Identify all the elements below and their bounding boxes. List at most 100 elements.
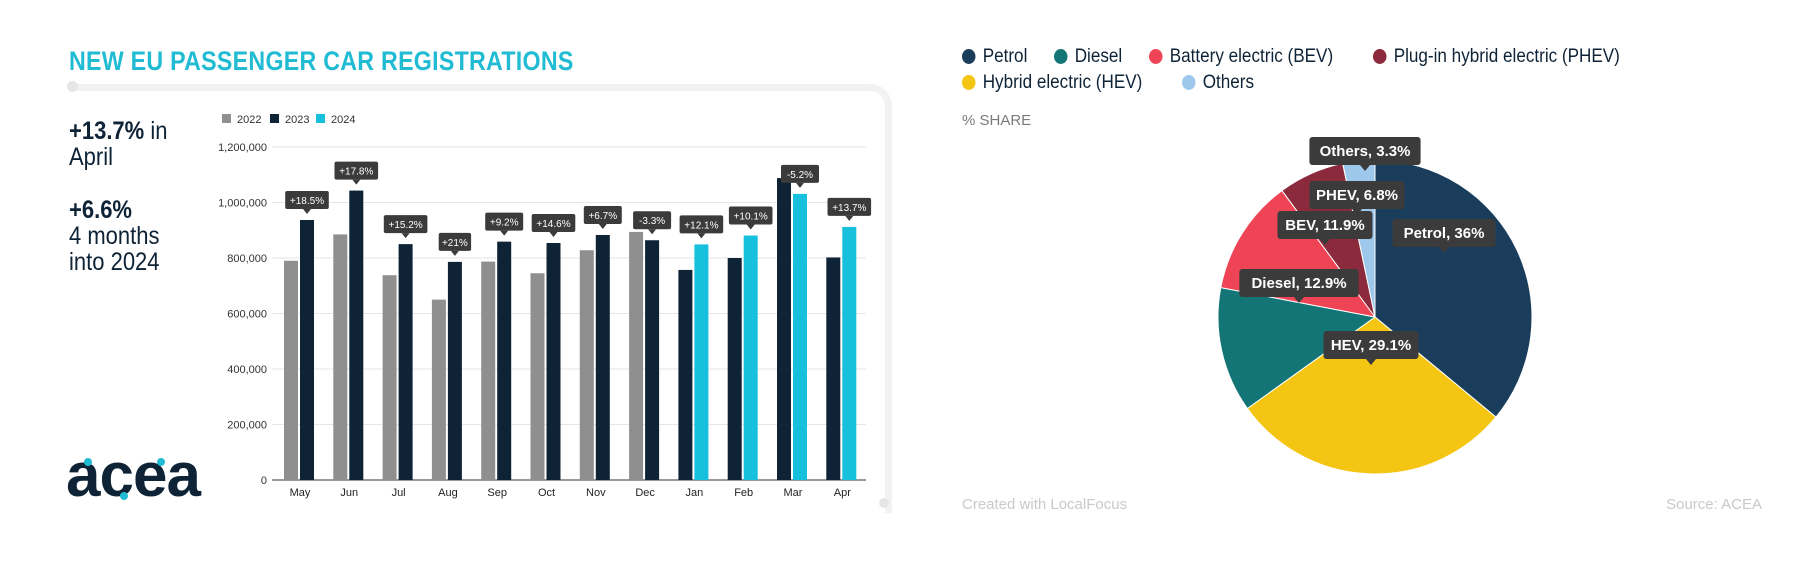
bar-may-2023[interactable] bbox=[300, 219, 314, 481]
pie-label-box bbox=[1309, 181, 1405, 209]
frame-dot bbox=[879, 498, 889, 508]
legend-label-2023: 2023 bbox=[285, 114, 309, 126]
change-callout-jun: +17.8% bbox=[339, 167, 373, 178]
frame-dot bbox=[67, 81, 78, 92]
legend-swatch bbox=[1053, 49, 1068, 64]
bar-jul-2023[interactable] bbox=[398, 244, 413, 480]
bar-jun-2023[interactable] bbox=[349, 190, 364, 480]
change-callout-pointer bbox=[303, 208, 311, 214]
bar-jun-2022[interactable] bbox=[333, 234, 348, 480]
pie-slice-diesel[interactable] bbox=[1217, 286, 1377, 410]
bar-mar-2023[interactable] bbox=[777, 178, 791, 480]
x-tick-label: May bbox=[290, 487, 311, 499]
legend-swatch-2024 bbox=[316, 114, 325, 123]
legend-item-phev[interactable]: Plug-in hybrid electric (PHEV) bbox=[1372, 44, 1620, 70]
chart-frame bbox=[69, 84, 892, 513]
legend-item-bev[interactable]: Battery electric (BEV) bbox=[1149, 44, 1333, 70]
change-callout-oct: +14.6% bbox=[536, 219, 570, 230]
legend-swatch bbox=[962, 49, 976, 64]
legend-label: Others bbox=[1202, 72, 1254, 93]
stat-april-inline: in bbox=[144, 117, 168, 145]
bar-nov-2022[interactable] bbox=[579, 250, 594, 480]
legend-label: Battery electric (BEV) bbox=[1169, 46, 1334, 67]
bar-oct-2023[interactable] bbox=[546, 243, 561, 480]
bar-may-2022[interactable] bbox=[284, 260, 298, 480]
pie-label-pointer bbox=[1366, 359, 1376, 365]
legend-label: Diesel bbox=[1074, 46, 1123, 67]
change-callout-box bbox=[679, 215, 724, 234]
change-callout-may: +18.5% bbox=[290, 196, 324, 207]
change-callout-pointer bbox=[598, 223, 607, 229]
change-callout-box bbox=[438, 232, 472, 251]
change-callout-dec: -3.3% bbox=[639, 216, 665, 227]
change-callout-box bbox=[728, 206, 773, 225]
x-tick-label: Sep bbox=[487, 487, 507, 499]
y-tick-label: 600,000 bbox=[227, 309, 267, 321]
change-callout-pointer bbox=[401, 233, 410, 239]
bar-sep-2023[interactable] bbox=[497, 241, 512, 480]
bar-dec-2023[interactable] bbox=[645, 240, 660, 480]
bar-jan-2024[interactable] bbox=[694, 244, 709, 480]
change-callout-pointer bbox=[450, 250, 459, 256]
legend-item-diesel[interactable]: Diesel bbox=[1053, 44, 1123, 70]
change-callout-aug: +21% bbox=[442, 238, 468, 249]
change-callout-sep: +9.2% bbox=[490, 218, 519, 229]
x-tick-label: Jun bbox=[340, 487, 358, 499]
pie-label-pointer bbox=[1352, 209, 1362, 215]
legend-swatch-2022 bbox=[222, 114, 231, 123]
y-tick-label: 400,000 bbox=[227, 364, 267, 376]
bar-jan-2023[interactable] bbox=[678, 269, 693, 480]
legend-label-2024: 2024 bbox=[331, 114, 355, 126]
legend-label: Hybrid electric (HEV) bbox=[982, 72, 1143, 93]
change-callout-jul: +15.2% bbox=[388, 220, 422, 231]
legend-swatch bbox=[1372, 49, 1387, 64]
pie-label-pointer bbox=[1439, 247, 1449, 253]
change-callout-pointer bbox=[796, 182, 804, 188]
bar-aug-2023[interactable] bbox=[447, 261, 462, 480]
bar-apr-2024[interactable] bbox=[842, 226, 857, 480]
legend-item-others[interactable]: Others bbox=[1181, 70, 1254, 96]
pie-label-battery: BEV, 11.9% bbox=[1285, 217, 1365, 234]
change-callout-box bbox=[485, 212, 524, 231]
legend-item-petrol[interactable]: Petrol bbox=[962, 44, 1027, 70]
bar-feb-2023[interactable] bbox=[727, 258, 742, 480]
x-tick-label: Apr bbox=[834, 487, 851, 499]
bar-apr-2023[interactable] bbox=[826, 257, 841, 480]
change-callout-pointer bbox=[697, 233, 706, 239]
stat-april-value: +13.7% bbox=[69, 117, 145, 145]
pie-label-diesel: Diesel, 12.9% bbox=[1251, 275, 1346, 292]
change-callout-nov: +6.7% bbox=[588, 211, 617, 222]
pie-label-box bbox=[1309, 137, 1421, 165]
change-callout-pointer bbox=[648, 229, 657, 235]
change-callout-box bbox=[827, 197, 872, 216]
change-callout-apr: +13.7% bbox=[832, 203, 866, 214]
legend-label-2022: 2022 bbox=[237, 114, 261, 126]
bar-sep-2022[interactable] bbox=[481, 261, 496, 480]
legend-label: Petrol bbox=[982, 46, 1028, 67]
legend-item-hev[interactable]: Hybrid electric (HEV) bbox=[962, 70, 1142, 96]
pie-label-others: Others, 3.3% bbox=[1320, 143, 1411, 160]
bar-oct-2022[interactable] bbox=[530, 273, 545, 480]
legend-label: Plug-in hybrid electric (PHEV) bbox=[1393, 46, 1620, 67]
y-tick-label: 1,000,000 bbox=[218, 198, 267, 210]
pie-slice-hybrid[interactable] bbox=[1246, 316, 1497, 475]
pie-label-box bbox=[1277, 211, 1373, 239]
bar-aug-2022[interactable] bbox=[431, 299, 446, 480]
x-tick-label: Mar bbox=[784, 487, 803, 499]
bar-jul-2022[interactable] bbox=[382, 275, 397, 480]
created-with-label[interactable]: Created with LocalFocus bbox=[962, 496, 1128, 513]
change-callout-jan: +12.1% bbox=[684, 220, 718, 231]
bar-dec-2022[interactable] bbox=[629, 231, 644, 480]
bar-feb-2024[interactable] bbox=[743, 235, 758, 480]
pie-label-box bbox=[1239, 269, 1359, 297]
legend-swatch bbox=[962, 75, 976, 90]
legend-swatch bbox=[1181, 75, 1196, 90]
bar-nov-2023[interactable] bbox=[595, 234, 610, 480]
bar-mar-2024[interactable] bbox=[793, 193, 807, 480]
stat-april-line: April bbox=[69, 143, 114, 171]
pie-subtitle: % SHARE bbox=[962, 112, 1032, 129]
change-callout-pointer bbox=[500, 230, 509, 236]
pie-label-box bbox=[1392, 219, 1496, 247]
change-callout-feb: +10.1% bbox=[734, 212, 768, 223]
legend-swatch-2023 bbox=[270, 114, 279, 123]
